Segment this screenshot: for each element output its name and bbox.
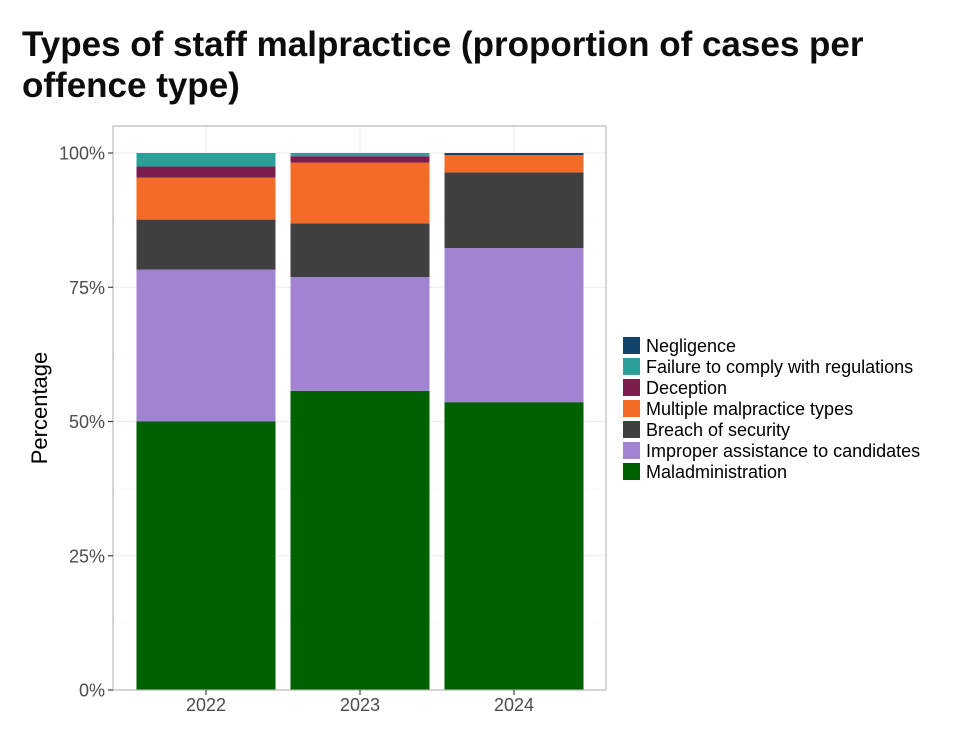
bar-stack-2024: [444, 153, 584, 690]
legend-item-failure-to-comply-with-regulations: Failure to comply with regulations: [623, 357, 913, 377]
bar-segment-maladministration-2023: [290, 390, 430, 690]
legend-key-negligence: [623, 337, 640, 354]
legend-label-breach-of-security: Breach of security: [646, 420, 790, 440]
x-tick-label: 2022: [186, 695, 226, 715]
legend-label-improper-assistance-to-candidates: Improper assistance to candidates: [646, 441, 920, 461]
legend-label-deception: Deception: [646, 378, 727, 398]
legend-key-maladministration: [623, 463, 640, 480]
bar-segment-deception-2022: [136, 166, 276, 178]
y-tick-label: 50%: [69, 412, 105, 432]
legend-item-negligence: Negligence: [623, 336, 736, 356]
bar-segment-failure-to-comply-with-regulations-2023: [290, 153, 430, 157]
bar-segment-deception-2023: [290, 156, 430, 163]
legend-key-multiple-malpractice-types: [623, 400, 640, 417]
legend-key-failure-to-comply-with-regulations: [623, 358, 640, 375]
chart-title: Types of staff malpractice (proportion o…: [22, 25, 864, 105]
bar-stack-2023: [290, 153, 430, 690]
bar-segment-improper-assistance-to-candidates-2022: [136, 269, 276, 422]
bar-segment-multiple-malpractice-types-2022: [136, 177, 276, 220]
bar-segment-maladministration-2022: [136, 421, 276, 690]
bar-segment-improper-assistance-to-candidates-2024: [444, 248, 584, 403]
x-tick-label: 2024: [494, 695, 534, 715]
legend-label-negligence: Negligence: [646, 336, 736, 356]
legend-item-improper-assistance-to-candidates: Improper assistance to candidates: [623, 441, 920, 461]
legend-key-deception: [623, 379, 640, 396]
y-tick-label: 75%: [69, 278, 105, 298]
bar-segment-multiple-malpractice-types-2023: [290, 162, 430, 224]
legend-key-breach-of-security: [623, 421, 640, 438]
bar-segment-breach-of-security-2024: [444, 172, 584, 249]
bar-segment-breach-of-security-2022: [136, 219, 276, 270]
legend-label-multiple-malpractice-types: Multiple malpractice types: [646, 399, 853, 419]
bar-segment-breach-of-security-2023: [290, 223, 430, 278]
legend-item-maladministration: Maladministration: [623, 462, 787, 482]
bar-segment-maladministration-2024: [444, 402, 584, 690]
bar-segment-improper-assistance-to-candidates-2023: [290, 277, 430, 391]
legend-label-maladministration: Maladministration: [646, 462, 787, 482]
bar-segment-negligence-2024: [444, 153, 584, 156]
bar-segment-failure-to-comply-with-regulations-2022: [136, 153, 276, 167]
legend-key-improper-assistance-to-candidates: [623, 442, 640, 459]
legend-item-multiple-malpractice-types: Multiple malpractice types: [623, 399, 853, 419]
bar-segment-multiple-malpractice-types-2024: [444, 155, 584, 173]
x-tick-label: 2023: [340, 695, 380, 715]
legend-item-deception: Deception: [623, 378, 727, 398]
legend-label-failure-to-comply-with-regulations: Failure to comply with regulations: [646, 357, 913, 377]
y-tick-label: 25%: [69, 546, 105, 566]
y-axis-title: Percentage: [27, 352, 52, 465]
legend-item-breach-of-security: Breach of security: [623, 420, 790, 440]
y-tick-label: 0%: [79, 681, 105, 701]
y-tick-label: 100%: [59, 144, 105, 164]
bar-stack-2022: [136, 153, 276, 690]
